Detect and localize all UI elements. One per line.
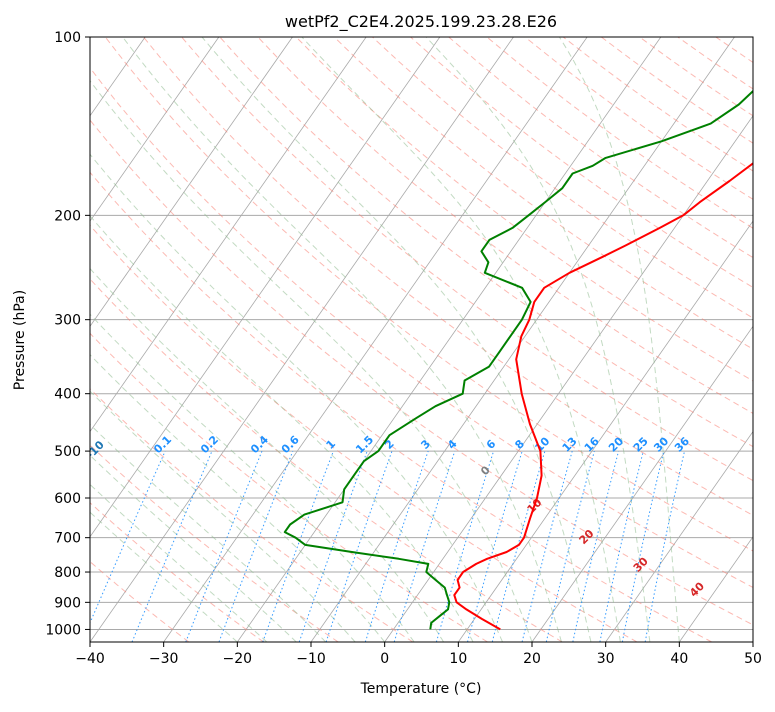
y-tick-label: 600 [54, 491, 81, 507]
y-tick-label: 900 [54, 595, 81, 611]
y-tick-label: 400 [54, 387, 81, 403]
y-tick-label: 200 [54, 208, 81, 224]
x-tick-label: −40 [75, 651, 105, 667]
x-tick-label: −20 [223, 651, 253, 667]
x-tick-label: −10 [296, 651, 326, 667]
y-tick-label: 700 [54, 531, 81, 547]
x-tick-label: 10 [449, 651, 467, 667]
x-tick-label: 20 [523, 651, 541, 667]
chart-title: wetPf2_C2E4.2025.199.23.28.E26 [285, 12, 557, 32]
y-tick-label: 500 [54, 444, 81, 460]
x-tick-label: 0 [380, 651, 389, 667]
x-tick-label: 40 [670, 651, 688, 667]
y-axis-label: Pressure (hPa) [12, 290, 28, 390]
x-axis-label: Temperature (°C) [360, 681, 482, 697]
x-tick-label: 30 [597, 651, 615, 667]
y-tick-label: 800 [54, 565, 81, 581]
y-tick-label: 300 [54, 313, 81, 329]
y-tick-label: 100 [54, 30, 81, 46]
x-tick-label: 50 [744, 651, 762, 667]
x-tick-label: −30 [149, 651, 179, 667]
y-tick-label: 1000 [45, 622, 81, 638]
